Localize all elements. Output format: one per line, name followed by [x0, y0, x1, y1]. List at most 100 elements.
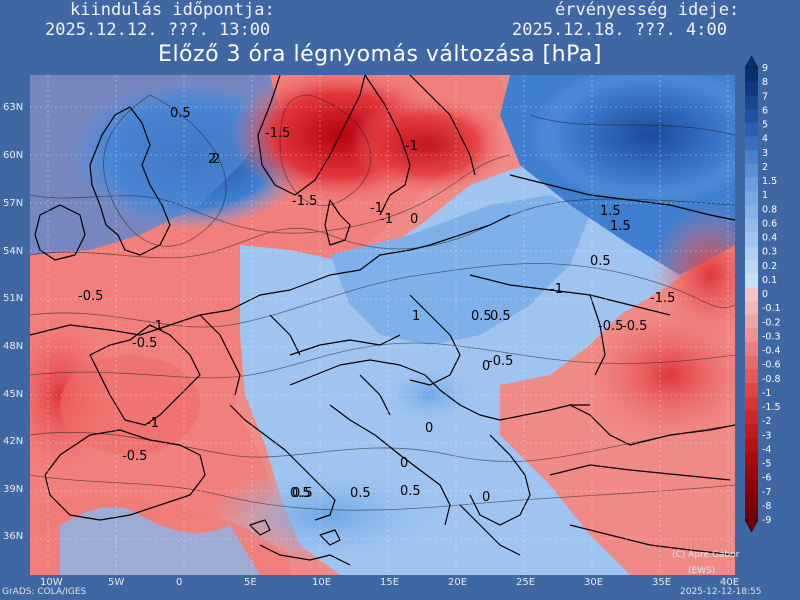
legend-label: 3 — [762, 148, 768, 159]
legend-swatch — [745, 136, 758, 151]
legend-label: 0.2 — [762, 261, 777, 272]
legend-label: 2 — [762, 162, 768, 173]
contour-label: 0 — [425, 421, 433, 436]
legend-label: 6 — [762, 105, 768, 116]
contour-label: 0.5 — [350, 486, 371, 501]
contour-label: -1.5 — [650, 291, 675, 306]
contour-label: 0 — [400, 456, 408, 471]
legend-label: -0.1 — [762, 303, 781, 314]
legend-swatch — [745, 369, 758, 384]
legend-swatch — [745, 465, 758, 480]
legend-swatch — [745, 410, 758, 425]
lat-label: 57N — [3, 198, 24, 209]
legend-swatch — [745, 437, 758, 452]
contour-label: 1.5 — [610, 219, 631, 234]
legend-swatch — [745, 246, 758, 261]
valid-value: 2025.12.18. ???. 4:00 — [512, 20, 727, 40]
lat-label: 36N — [3, 531, 24, 542]
lon-label: 25E — [516, 577, 536, 588]
legend-swatch — [745, 68, 758, 83]
legend-swatch — [745, 383, 758, 398]
contour-label: 0.5 — [471, 309, 492, 324]
lat-label: 54N — [3, 246, 24, 257]
legend-label: 0.6 — [762, 218, 777, 229]
legend-label: -5 — [762, 459, 771, 470]
start-value: 2025.12.12. ???. 13:00 — [45, 20, 271, 40]
org-credit: (EWS) — [688, 566, 716, 576]
lat-label: 63N — [3, 102, 24, 113]
color-legend: 9 8 7 6 5 4 3 2 1.5 1 0.8 0.6 0.4 0.3 0.2 0.1 0 -0.1 -0.2 -… — [744, 56, 781, 533]
lon-label: 35E — [652, 577, 672, 588]
legend-label: -0.2 — [762, 317, 781, 328]
legend-swatch — [745, 287, 758, 302]
legend-label: 0.3 — [762, 247, 777, 258]
contour-label: 0.5 — [400, 484, 421, 499]
contour-label: -0.5 — [132, 336, 157, 351]
legend-label: -0.4 — [762, 346, 781, 357]
contour-label: -0.5 — [622, 319, 647, 334]
contour-label: 1 — [412, 309, 420, 324]
legend-label: -0.3 — [762, 331, 781, 342]
lon-label: 10E — [312, 577, 332, 588]
legend-label: -1.5 — [762, 402, 781, 413]
valid-label: érvényesség ideje: — [555, 0, 740, 20]
legend-label: -3 — [762, 430, 771, 441]
contour-label: -0.5 — [488, 354, 513, 369]
legend-label: -0.8 — [762, 374, 781, 385]
legend-swatch — [745, 218, 758, 233]
lon-label: 15E — [380, 577, 400, 588]
legend-label: 0.4 — [762, 233, 777, 244]
legend-swatch — [745, 232, 758, 247]
legend-label: -4 — [762, 444, 771, 455]
lat-label: 39N — [3, 484, 24, 495]
timestamp: 2025-12-12-18:55 — [680, 587, 762, 597]
legend-swatch — [745, 95, 758, 110]
legend-swatch — [745, 150, 758, 165]
contour-label: -1 — [405, 139, 418, 154]
contour-label: -1 — [380, 212, 393, 227]
legend-label: -8 — [762, 501, 771, 512]
legend-label: -0.6 — [762, 360, 781, 371]
legend-swatch — [745, 396, 758, 411]
legend-label: 0.8 — [762, 204, 777, 215]
lat-label: 45N — [3, 389, 24, 400]
contour-label: -0.5 — [598, 319, 623, 334]
contour-label: -0.5 — [122, 449, 147, 464]
contour-label: 0.5 — [170, 106, 191, 121]
contour-label: 0.5 — [290, 486, 311, 501]
contour-label: 2 — [212, 152, 220, 167]
lat-label: 42N — [3, 436, 24, 447]
lat-label: 51N — [3, 293, 24, 304]
legend-arrow-down — [744, 519, 759, 533]
contour-label: -1 — [370, 201, 383, 216]
contour-label: 1.5 — [600, 204, 621, 219]
legend-swatch — [745, 492, 758, 507]
grads-credit: GrADS: COLA/IGES — [2, 587, 87, 597]
start-label: kiindulás időpontja: — [70, 0, 275, 20]
contour-label: 0.5 — [590, 254, 611, 269]
legend-label: 1 — [762, 190, 768, 201]
legend-swatch — [745, 424, 758, 439]
legend-label: 7 — [762, 91, 768, 102]
lon-label: 30E — [584, 577, 604, 588]
legend-label: 8 — [762, 77, 768, 88]
legend-swatch — [745, 273, 758, 288]
contour-label: -1 — [146, 416, 159, 431]
contour-label: -1.5 — [292, 194, 317, 209]
map-title: Előző 3 óra légnyomás változása [hPa] — [158, 42, 602, 67]
legend-arrow-up — [744, 56, 759, 69]
legend-label: 0.1 — [762, 275, 777, 286]
legend-swatch — [745, 191, 758, 206]
legend-swatch — [745, 177, 758, 192]
contour-label: 0 — [410, 212, 418, 227]
legend-label: 0 — [762, 289, 768, 300]
legend-swatch — [745, 506, 758, 521]
contour-label: -1.5 — [265, 126, 290, 141]
legend-swatch — [745, 163, 758, 178]
copyright-credit: (C) Ápre Gábor — [672, 550, 740, 560]
legend-swatch — [745, 451, 758, 466]
legend-swatch — [745, 341, 758, 357]
legend-label: -2 — [762, 416, 771, 427]
lon-label: 10W — [40, 577, 63, 588]
legend-label: 1.5 — [762, 176, 777, 187]
